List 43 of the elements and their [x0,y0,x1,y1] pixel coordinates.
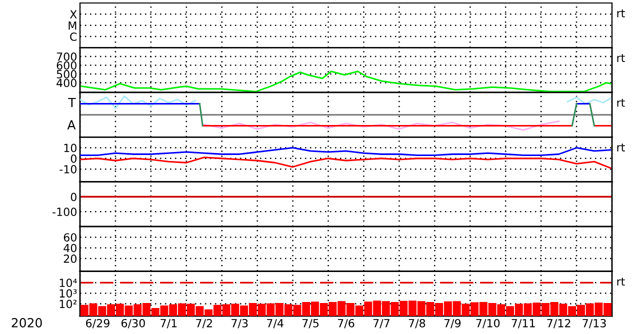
y-tick-label: 10² [60,300,77,308]
x-tick-label: 7/10 [476,318,500,328]
category-label: X [70,10,77,18]
text: T [68,98,76,108]
x-tick-label: 7/13 [582,318,606,328]
x-tick-label: 7/12 [547,318,570,328]
x-tick-label: 7/4 [267,319,284,328]
text: rt [617,144,625,152]
line-series [80,156,612,169]
x-tick-label: 6/30 [122,318,145,328]
y-tick-label: 600 [56,61,76,70]
y-tick-label: 60 [64,233,76,242]
y-tick-label: -100 [52,208,76,216]
text: rt [617,278,625,286]
x-tick-label: 7/9 [444,318,461,328]
y-tick-label: 500 [56,70,76,78]
y-tick-label: 10³ [60,289,77,298]
y-tick-label: 40 [64,244,76,252]
x-tick-label: 7/11 [512,319,535,328]
line-series [80,147,612,156]
text: rt [617,54,625,62]
y-tick-label: 700 [56,52,76,61]
y-tick-label: -10 [60,165,76,174]
text: A [67,120,76,130]
x-tick-label: 7/1 [160,319,177,328]
x-axis-title: 2020 [12,318,42,328]
y-tick-label: 20 [64,254,76,263]
text: rt [617,98,625,107]
x-tick-label: 7/6 [338,318,354,328]
y-tick-label: 0 [70,154,76,163]
y-tick-label: 400 [56,78,76,88]
category-label: C [70,32,77,41]
x-tick-label: 7/7 [373,319,390,328]
x-tick-label: 7/8 [408,318,426,328]
x-tick-label: 6/29 [86,318,110,328]
y-tick-label: 10⁴ [60,278,77,288]
x-tick-label: 7/5 [302,319,319,328]
text: rt [617,9,625,18]
x-tick-label: 7/3 [232,318,248,328]
category-label: M [68,21,76,30]
y-tick-label: 0 [70,192,76,202]
y-tick-label: 10 [64,144,76,152]
x-tick-label: 7/2 [196,318,212,328]
